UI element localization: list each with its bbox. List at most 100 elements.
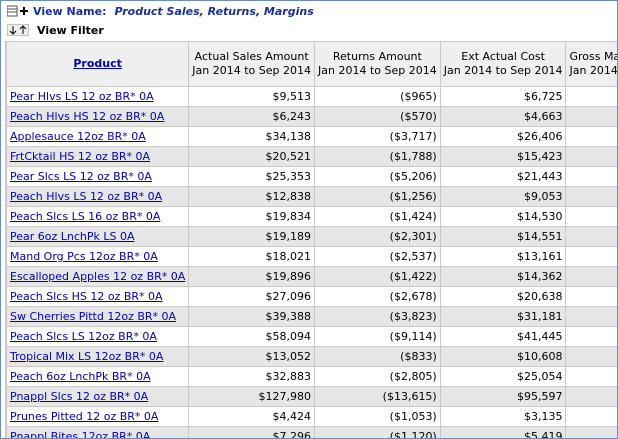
- product-link[interactable]: Peach Hlvs HS 12 oz BR* 0A: [10, 110, 165, 123]
- product-cell: Peach Slcs LS 12oz BR* 0A: [5, 326, 190, 347]
- indicator-cell: [565, 266, 617, 287]
- amount-cell: $95,597: [439, 386, 567, 407]
- amount-cell: $18,021: [188, 246, 316, 267]
- amount-cell: $27,096: [188, 286, 316, 307]
- column-header: Returns Amount Jan 2014 to Sep 2014: [314, 41, 441, 87]
- amount-cell: $6,243: [188, 106, 316, 127]
- product-link[interactable]: Prunes Pitted 12 oz BR* 0A: [10, 410, 159, 423]
- column-header: Product: [5, 41, 190, 87]
- data-row: Mand Org Pcs 12oz BR* 0A $18,021 ($2,537) $…: [5, 246, 617, 267]
- amount-cell: $9,053: [439, 186, 567, 207]
- amount-cell: $34,138: [188, 126, 316, 147]
- product-link[interactable]: Peach 6oz LnchPk BR* 0A: [10, 370, 151, 383]
- product-cell: FrtCktail HS 12 oz BR* 0A: [5, 146, 190, 167]
- product-link[interactable]: Peach Hlvs LS 12 oz BR* 0A: [10, 190, 163, 203]
- data-row: Pnappl Bites 12oz BR* 0A $7,296 ($1,120) $5…: [5, 426, 617, 439]
- amount-cell: ($1,053): [314, 406, 441, 427]
- amount-cell: ($3,717): [314, 126, 441, 147]
- indicator-cell: [565, 366, 617, 387]
- product-cell: Peach Slcs HS 12 oz BR* 0A: [5, 286, 190, 307]
- product-cell: Pnappl Bites 12oz BR* 0A: [5, 426, 190, 439]
- amount-cell: $3,135: [439, 406, 567, 427]
- product-cell: Pnappl Slcs 12 oz BR* 0A: [5, 386, 190, 407]
- amount-cell: $41,445: [439, 326, 567, 347]
- indicator-cell: [565, 346, 617, 367]
- amount-cell: $20,638: [439, 286, 567, 307]
- amount-cell: ($5,206): [314, 166, 441, 187]
- product-cell: Peach Hlvs LS 12 oz BR* 0A: [5, 186, 190, 207]
- product-link[interactable]: Applesauce 12oz BR* 0A: [10, 130, 146, 143]
- product-link[interactable]: Sw Cherries Pittd 12oz BR* 0A: [10, 310, 177, 323]
- header-text: Actual Sales Amount: [194, 50, 309, 63]
- amount-cell: ($2,805): [314, 366, 441, 387]
- toolbar: View Filter: [1, 21, 617, 39]
- data-table: Product Actual Sales Amount Jan 2014 to Se…: [5, 41, 618, 439]
- product-cell: Sw Cherries Pittd 12oz BR* 0A: [5, 306, 190, 327]
- data-row: Peach Slcs LS 12oz BR* 0A $58,094 ($9,114)…: [5, 326, 617, 347]
- product-link[interactable]: Peach Slcs LS 16 oz BR* 0A: [10, 210, 161, 223]
- amount-cell: ($1,256): [314, 186, 441, 207]
- product-link[interactable]: Pnappl Slcs 12 oz BR* 0A: [10, 390, 149, 403]
- product-cell: Peach Slcs LS 16 oz BR* 0A: [5, 206, 190, 227]
- product-cell: Escalloped Apples 12 oz BR* 0A: [5, 266, 190, 287]
- indicator-cell: [565, 286, 617, 307]
- product-link[interactable]: Pnappl Bites 12oz BR* 0A: [10, 430, 151, 439]
- product-link[interactable]: Escalloped Apples 12 oz BR* 0A: [10, 270, 186, 283]
- data-row: Prunes Pitted 12 oz BR* 0A $4,424 ($1,053)…: [5, 406, 617, 427]
- amount-cell: ($1,422): [314, 266, 441, 287]
- indicator-cell: [565, 386, 617, 407]
- data-row: Pear 6oz LnchPk LS 0A $19,189 ($2,301) $14,…: [5, 226, 617, 247]
- amount-cell: $4,663: [439, 106, 567, 127]
- indicator-cell: [565, 406, 617, 427]
- amount-cell: $58,094: [188, 326, 316, 347]
- indicator-cell: [565, 306, 617, 327]
- indicator-cell: [565, 106, 617, 127]
- indicator-cell: [565, 166, 617, 187]
- indicator-cell: [565, 326, 617, 347]
- amount-cell: $15,423: [439, 146, 567, 167]
- product-cell: Peach 6oz LnchPk BR* 0A: [5, 366, 190, 387]
- product-cell: Tropical Mix LS 12oz BR* 0A: [5, 346, 190, 367]
- product-cell: Pear 6oz LnchPk LS 0A: [5, 226, 190, 247]
- indicator-cell: [565, 226, 617, 247]
- amount-cell: ($965): [314, 86, 441, 107]
- amount-cell: $32,883: [188, 366, 316, 387]
- product-link[interactable]: Mand Org Pcs 12oz BR* 0A: [10, 250, 158, 263]
- view-filter-button[interactable]: View Filter: [37, 23, 104, 37]
- product-link[interactable]: Pear 6oz LnchPk LS 0A: [10, 230, 135, 243]
- header-text: Jan 2014 to Sep 2014: [318, 64, 437, 77]
- amount-cell: $26,406: [439, 126, 567, 147]
- product-cell: Mand Org Pcs 12oz BR* 0A: [5, 246, 190, 267]
- view-icon[interactable]: [7, 5, 29, 17]
- amount-cell: ($2,678): [314, 286, 441, 307]
- product-link[interactable]: Tropical Mix LS 12oz BR* 0A: [10, 350, 164, 363]
- indicator-cell: [565, 246, 617, 267]
- amount-cell: $14,530: [439, 206, 567, 227]
- product-cell: Pear Slcs LS 12 oz BR* 0A: [5, 166, 190, 187]
- header-text: Jan 2014 to Sep 2014: [192, 64, 312, 77]
- amount-cell: ($2,537): [314, 246, 441, 267]
- header-text: Jan 2014 to Sep 2014: [569, 64, 618, 77]
- product-link[interactable]: Pear Slcs LS 12 oz BR* 0A: [10, 170, 152, 183]
- sort-icon[interactable]: [7, 24, 29, 36]
- data-row: Sw Cherries Pittd 12oz BR* 0A $39,388 ($3,…: [5, 306, 617, 327]
- amount-cell: $20,521: [188, 146, 316, 167]
- amount-cell: $14,551: [439, 226, 567, 247]
- product-link[interactable]: FrtCktail HS 12 oz BR* 0A: [10, 150, 151, 163]
- product-cell: Peach Hlvs HS 12 oz BR* 0A: [5, 106, 190, 127]
- amount-cell: ($9,114): [314, 326, 441, 347]
- sort-link[interactable]: Product: [73, 57, 122, 70]
- amount-cell: $13,052: [188, 346, 316, 367]
- amount-cell: $127,980: [188, 386, 316, 407]
- product-link[interactable]: Pear Hlvs LS 12 oz BR* 0A: [10, 90, 154, 103]
- data-row: Peach Hlvs LS 12 oz BR* 0A $12,838 ($1,256…: [5, 186, 617, 207]
- data-row: Peach Slcs LS 16 oz BR* 0A $19,834 ($1,424…: [5, 206, 617, 227]
- product-link[interactable]: Peach Slcs HS 12 oz BR* 0A: [10, 290, 163, 303]
- data-row: Pnappl Slcs 12 oz BR* 0A $127,980 ($13,615…: [5, 386, 617, 407]
- amount-cell: $5,419: [439, 426, 567, 438]
- header-text: Returns Amount: [332, 50, 422, 63]
- amount-cell: ($2,301): [314, 226, 441, 247]
- amount-cell: $14,362: [439, 266, 567, 287]
- product-link[interactable]: Peach Slcs LS 12oz BR* 0A: [10, 330, 157, 343]
